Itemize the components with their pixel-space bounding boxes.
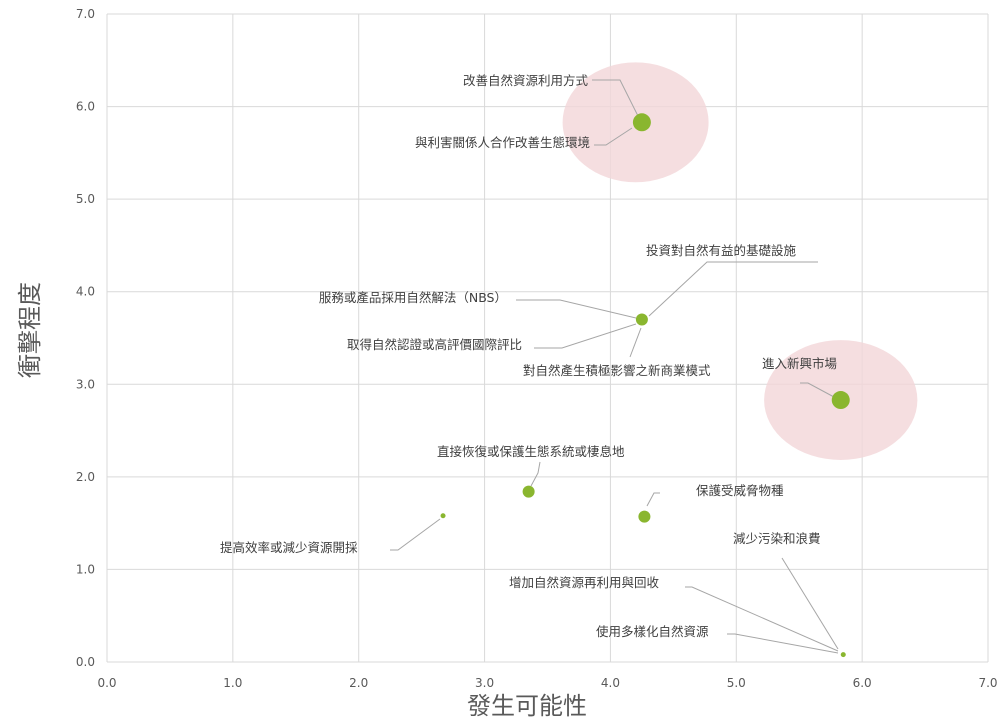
leader-line: [534, 323, 637, 349]
leader-line: [516, 299, 637, 319]
leader-line: [646, 492, 660, 507]
x-tick-label: 4.0: [601, 676, 620, 690]
data-point: [831, 391, 850, 410]
x-tick-label: 5.0: [727, 676, 746, 690]
leader-line: [727, 633, 839, 654]
point-label: 增加自然資源再利用與回收: [509, 575, 660, 590]
leader-line: [800, 382, 835, 398]
point-label: 對自然產生積極影響之新商業模式: [523, 363, 711, 378]
x-axis-title: 發生可能性: [467, 692, 587, 720]
leader-line: [629, 327, 642, 358]
point-label: 改善自然資源利用方式: [463, 73, 589, 88]
y-tick-label: 5.0: [76, 192, 95, 206]
data-point: [840, 652, 846, 658]
y-tick-label: 7.0: [76, 7, 95, 21]
point-label: 服務或產品採用自然解法（NBS）: [319, 290, 507, 305]
y-tick-label: 3.0: [76, 377, 95, 391]
data-point: [635, 313, 648, 326]
leader-line: [685, 586, 839, 652]
leader-line: [594, 127, 633, 146]
point-label: 直接恢復或保護生態系統或棲息地: [437, 444, 625, 459]
y-tick-label: 1.0: [76, 562, 95, 576]
y-tick-label: 2.0: [76, 470, 95, 484]
y-tick-label: 0.0: [76, 655, 95, 669]
x-tick-label: 6.0: [853, 676, 872, 690]
y-tick-label: 6.0: [76, 100, 95, 114]
data-point: [638, 510, 651, 523]
data-point: [632, 113, 651, 132]
data-point: [440, 513, 446, 519]
point-label: 進入新興市場: [762, 356, 837, 371]
leader-line: [648, 261, 818, 317]
y-axis-title: 衝擊程度: [16, 282, 44, 378]
leader-line: [781, 557, 839, 650]
data-point: [522, 485, 535, 498]
point-label: 使用多樣化自然資源: [596, 624, 709, 639]
x-tick-label: 3.0: [475, 676, 494, 690]
x-tick-label: 2.0: [349, 676, 368, 690]
leader-line: [530, 461, 541, 487]
x-tick-label: 0.0: [97, 676, 116, 690]
point-label: 投資對自然有益的基礎設施: [646, 243, 797, 258]
point-label: 保護受威脅物種: [696, 483, 784, 498]
leader-line: [390, 518, 441, 551]
point-label: 與利害關係人合作改善生態環境: [415, 135, 590, 150]
x-tick-label: 7.0: [978, 676, 997, 690]
leader-line: [592, 79, 639, 117]
point-label: 減少污染和浪費: [733, 531, 821, 546]
point-label: 取得自然認證或高評價國際評比: [347, 337, 522, 352]
x-tick-label: 1.0: [223, 676, 242, 690]
y-tick-label: 4.0: [76, 285, 95, 299]
point-label: 提高效率或減少資源開採: [220, 540, 358, 555]
